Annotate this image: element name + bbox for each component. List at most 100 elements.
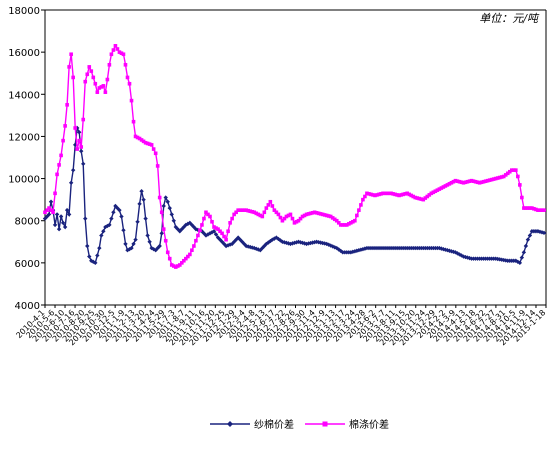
data-point	[211, 229, 217, 234]
data-point	[87, 254, 92, 259]
data-point	[489, 177, 494, 182]
data-point	[55, 172, 59, 177]
data-point	[441, 185, 446, 189]
data-point	[180, 261, 184, 265]
data-point	[512, 168, 516, 172]
data-point	[527, 233, 533, 238]
data-point	[465, 179, 470, 184]
data-point	[322, 213, 327, 217]
data-point	[159, 231, 164, 236]
data-point	[401, 192, 405, 197]
data-point	[304, 241, 309, 247]
data-point	[218, 229, 222, 234]
data-point	[59, 153, 63, 158]
data-point	[97, 86, 102, 90]
data-point	[425, 194, 430, 199]
data-point	[72, 142, 78, 148]
data-point	[467, 179, 472, 184]
data-point	[256, 247, 261, 252]
data-point	[284, 214, 289, 219]
data-point	[525, 237, 531, 242]
data-point	[129, 245, 134, 251]
data-point	[538, 208, 542, 212]
data-point	[252, 210, 257, 215]
unit-label: 单位：元/吨	[479, 12, 540, 25]
data-point	[87, 65, 92, 69]
data-point	[399, 193, 403, 197]
data-point	[85, 243, 90, 249]
data-point	[149, 143, 154, 147]
axes	[41, 9, 547, 308]
data-point	[163, 238, 168, 243]
data-point	[353, 218, 357, 223]
data-point	[181, 224, 187, 230]
data-point	[230, 216, 234, 221]
data-point	[256, 212, 261, 217]
data-point	[234, 210, 238, 215]
data-point	[77, 130, 82, 135]
data-point	[139, 189, 144, 194]
series-group	[42, 44, 547, 269]
data-point	[199, 229, 205, 234]
y-tick-label: 6000	[15, 259, 40, 270]
data-point	[137, 201, 142, 207]
data-point	[135, 135, 140, 140]
data-point	[45, 208, 49, 212]
data-point	[413, 195, 418, 200]
data-point	[282, 216, 287, 221]
data-point	[266, 240, 271, 245]
data-point	[99, 233, 104, 238]
data-point	[155, 164, 160, 168]
y-tick-label: 12000	[8, 132, 40, 143]
data-point	[202, 216, 206, 221]
data-point	[258, 213, 263, 218]
data-point	[113, 203, 118, 209]
data-point	[105, 77, 110, 82]
data-point	[157, 243, 162, 249]
data-point	[268, 199, 273, 204]
data-point	[334, 218, 339, 223]
data-point	[449, 180, 454, 185]
data-point	[437, 187, 442, 191]
data-point	[493, 176, 498, 181]
data-point	[123, 62, 128, 67]
data-point	[43, 210, 47, 215]
data-point	[351, 219, 355, 224]
data-point	[393, 192, 397, 197]
data-point	[163, 195, 168, 200]
data-point	[421, 197, 426, 202]
data-point	[232, 212, 236, 217]
data-point	[173, 265, 178, 269]
data-point	[320, 212, 325, 217]
data-point	[131, 119, 136, 124]
data-point	[238, 208, 242, 212]
data-point	[133, 134, 138, 139]
data-point	[222, 234, 226, 239]
data-point	[119, 51, 124, 55]
data-point	[85, 72, 90, 77]
data-point	[397, 193, 401, 198]
y-tick-labels: 4000 6000 8000 10000 12000 14000 16000 18000	[8, 6, 40, 312]
data-point	[207, 231, 213, 236]
data-point	[332, 217, 337, 222]
data-point	[324, 213, 329, 218]
data-point	[161, 227, 166, 231]
data-point	[524, 206, 528, 210]
data-point	[477, 180, 482, 185]
series-line	[44, 44, 546, 268]
data-point	[367, 192, 371, 196]
data-point	[518, 183, 522, 187]
data-point	[451, 249, 456, 254]
data-point	[304, 212, 309, 217]
data-point	[53, 191, 57, 196]
data-point	[429, 191, 434, 196]
data-point	[121, 52, 126, 57]
data-point	[135, 219, 140, 224]
data-point	[65, 103, 69, 107]
data-point	[250, 245, 255, 250]
data-point	[220, 231, 224, 236]
y-tick-label: 10000	[8, 175, 40, 186]
data-point	[536, 208, 540, 212]
data-point	[509, 168, 514, 172]
data-point	[377, 192, 381, 197]
